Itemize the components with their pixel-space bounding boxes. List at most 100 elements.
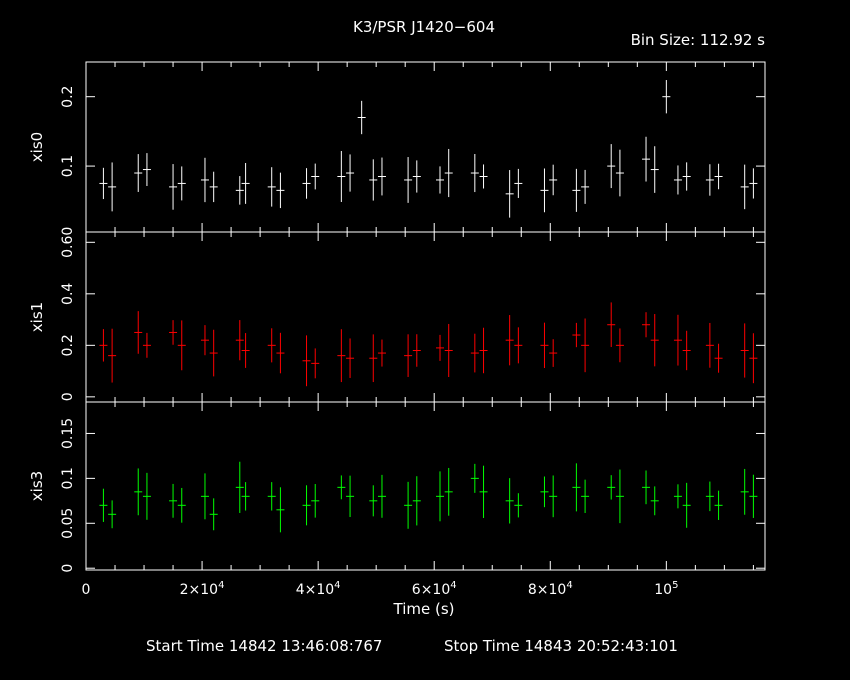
data-point (235, 461, 244, 513)
data-point (209, 329, 218, 377)
data-point (581, 479, 590, 514)
y-axis-label: xis3 (28, 471, 46, 501)
data-point (540, 168, 549, 213)
data-point (581, 169, 590, 204)
data-point (108, 328, 117, 383)
data-point (209, 171, 218, 203)
bin-size-label: Bin Size: 112.92 s (631, 31, 766, 49)
data-point (444, 467, 453, 516)
data-point (607, 144, 616, 189)
data-point (302, 485, 311, 526)
data-point (444, 323, 453, 378)
data-point (404, 157, 413, 203)
data-point (662, 80, 671, 114)
data-point (337, 475, 346, 500)
data-point (377, 474, 386, 518)
data-point (572, 463, 581, 512)
data-point (749, 474, 758, 518)
x-tick-label: 2×104 (180, 580, 225, 598)
data-point (177, 166, 186, 201)
y-tick-label: 0 (60, 392, 76, 401)
data-point (740, 164, 749, 210)
data-point (276, 487, 285, 533)
data-point (749, 333, 758, 384)
y-tick-label: 0.4 (60, 283, 76, 305)
data-point (705, 481, 714, 512)
data-point (276, 172, 285, 209)
data-point (235, 320, 244, 361)
y-tick-label: 0 (60, 564, 76, 573)
data-point (177, 320, 186, 371)
data-point (311, 163, 320, 190)
data-point (108, 162, 117, 212)
data-point (200, 473, 209, 520)
data-point (514, 493, 523, 518)
start-time: Start Time 14842 13:46:08:767 (146, 637, 382, 655)
data-point (311, 484, 320, 518)
data-point (311, 348, 320, 379)
data-point (357, 100, 366, 135)
data-point (99, 329, 108, 362)
y-tick-label: 0.15 (60, 418, 76, 449)
x-axis: 0 2×104 4×104 6×104 8×104 105 (82, 580, 679, 598)
data-point (615, 469, 624, 524)
data-point (549, 164, 558, 196)
data-point (337, 329, 346, 383)
data-point (142, 472, 151, 520)
data-point (369, 159, 378, 201)
data-point (479, 465, 488, 518)
data-point (714, 343, 723, 373)
data-point (607, 475, 616, 500)
data-point (470, 333, 479, 373)
data-point (650, 314, 659, 367)
data-point (169, 320, 178, 345)
data-point (209, 498, 218, 531)
data-point (169, 164, 178, 210)
data-point (615, 149, 624, 197)
y-axis-label: xis1 (28, 302, 46, 332)
data-point (549, 475, 558, 518)
data-point (682, 330, 691, 371)
panels: 0.1 0.2 xis0 0 0.2 0.4 0.60 xis1 0 0.05 0.1 0.15 xis… (28, 61, 766, 573)
y-tick-label: 0.05 (60, 508, 76, 539)
data-point (470, 153, 479, 193)
x-tick-label: 0 (82, 582, 91, 598)
x-tick-label: 105 (654, 580, 678, 598)
data-point (142, 153, 151, 186)
x-axis-label: Time (s) (393, 600, 455, 618)
data-point (714, 163, 723, 190)
data-point (337, 150, 346, 202)
data-point (682, 162, 691, 191)
data-point (540, 476, 549, 508)
x-tick-label: 6×104 (412, 580, 457, 598)
data-point (177, 487, 186, 523)
stop-time: Stop Time 14843 20:52:43:101 (444, 637, 678, 655)
data-point (436, 471, 445, 522)
data-point (514, 168, 523, 198)
data-point (108, 500, 117, 529)
panel-xis3: 0 0.05 0.1 0.15 xis3 (28, 401, 766, 573)
data-point (369, 334, 378, 383)
data-point (346, 154, 355, 192)
data-point (134, 468, 143, 516)
data-point (740, 468, 749, 515)
data-point (642, 312, 651, 338)
data-point (682, 482, 691, 528)
data-point (346, 338, 355, 378)
data-point (572, 322, 581, 348)
data-point (673, 314, 682, 366)
data-point (369, 485, 378, 517)
data-point (99, 167, 108, 200)
data-point (740, 323, 749, 378)
data-point (99, 488, 108, 522)
data-point (134, 311, 143, 354)
data-point (505, 315, 514, 366)
data-point (276, 332, 285, 374)
data-point (200, 157, 209, 203)
data-point (412, 334, 421, 367)
data-point (505, 478, 514, 524)
x-tick-label: 4×104 (296, 580, 341, 598)
data-point (540, 322, 549, 369)
